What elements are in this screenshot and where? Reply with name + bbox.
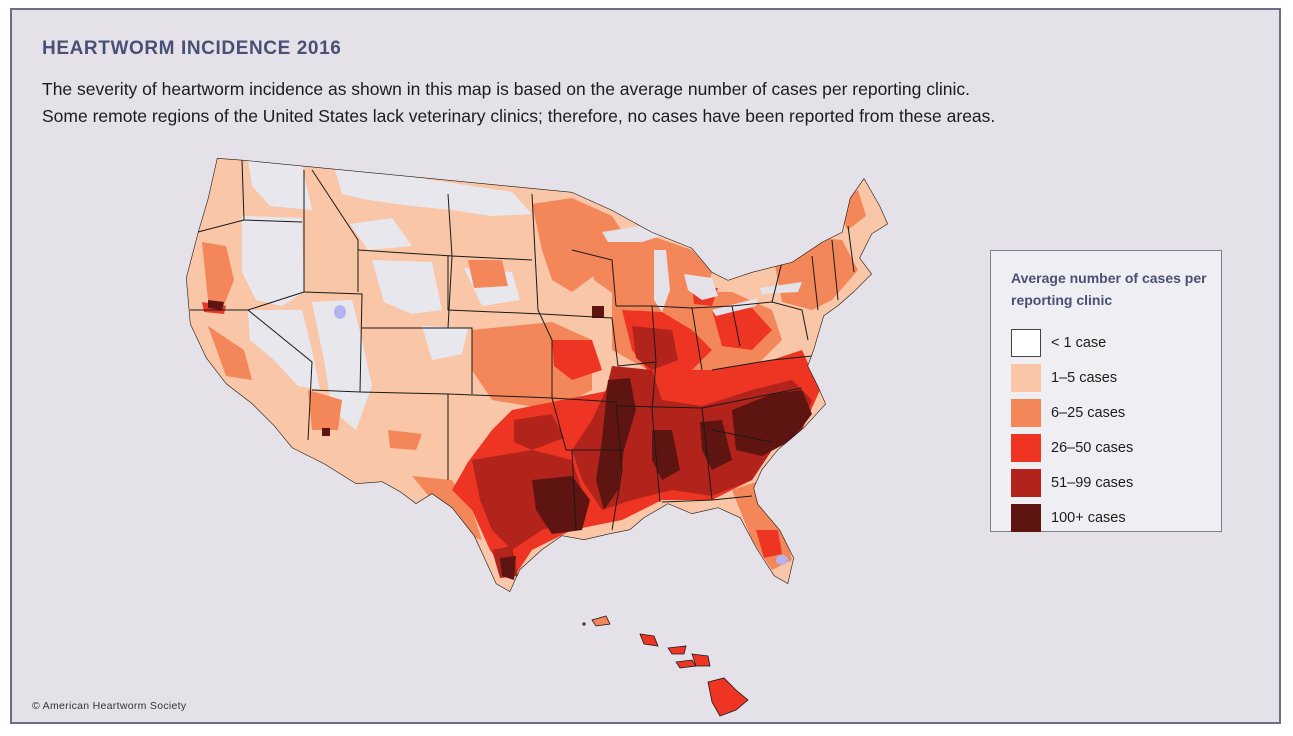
legend-swatch bbox=[1011, 504, 1041, 532]
figure-frame: HEARTWORM INCIDENCE 2016 The severity of… bbox=[10, 8, 1281, 724]
description: The severity of heartworm incidence as s… bbox=[42, 76, 1222, 130]
legend-label: 26–50 cases bbox=[1051, 440, 1134, 456]
copyright: © American Heartworm Society bbox=[32, 700, 187, 712]
legend-label: 51–99 cases bbox=[1051, 475, 1134, 491]
legend-label: 6–25 cases bbox=[1051, 405, 1126, 421]
legend-label: < 1 case bbox=[1051, 335, 1107, 351]
hawaii bbox=[582, 615, 749, 717]
legend-row: 6–25 cases bbox=[1011, 399, 1125, 427]
legend-label: 1–5 cases bbox=[1051, 370, 1118, 386]
legend-row: 26–50 cases bbox=[1011, 434, 1133, 462]
state-borders bbox=[190, 159, 855, 531]
legend-row: 100+ cases bbox=[1011, 504, 1126, 532]
legend-label: 100+ cases bbox=[1051, 510, 1126, 526]
figure-title: HEARTWORM INCIDENCE 2016 bbox=[42, 38, 342, 59]
legend-swatch bbox=[1011, 399, 1041, 427]
legend: Average number of cases per reporting cl… bbox=[990, 250, 1222, 532]
description-line-2: Some remote regions of the United States… bbox=[42, 106, 996, 126]
legend-title: Average number of cases per reporting cl… bbox=[1011, 270, 1207, 308]
legend-swatch bbox=[1011, 329, 1041, 357]
legend-swatch bbox=[1011, 434, 1041, 462]
legend-row: 1–5 cases bbox=[1011, 364, 1117, 392]
description-line-1: The severity of heartworm incidence as s… bbox=[42, 79, 970, 99]
mainland-fill bbox=[186, 158, 888, 592]
legend-swatch bbox=[1011, 364, 1041, 392]
us-heartworm-map bbox=[186, 158, 888, 717]
legend-row: < 1 case bbox=[1011, 329, 1106, 357]
water-bodies bbox=[334, 305, 788, 565]
legend-row: 51–99 cases bbox=[1011, 469, 1133, 497]
legend-swatch bbox=[1011, 469, 1041, 497]
